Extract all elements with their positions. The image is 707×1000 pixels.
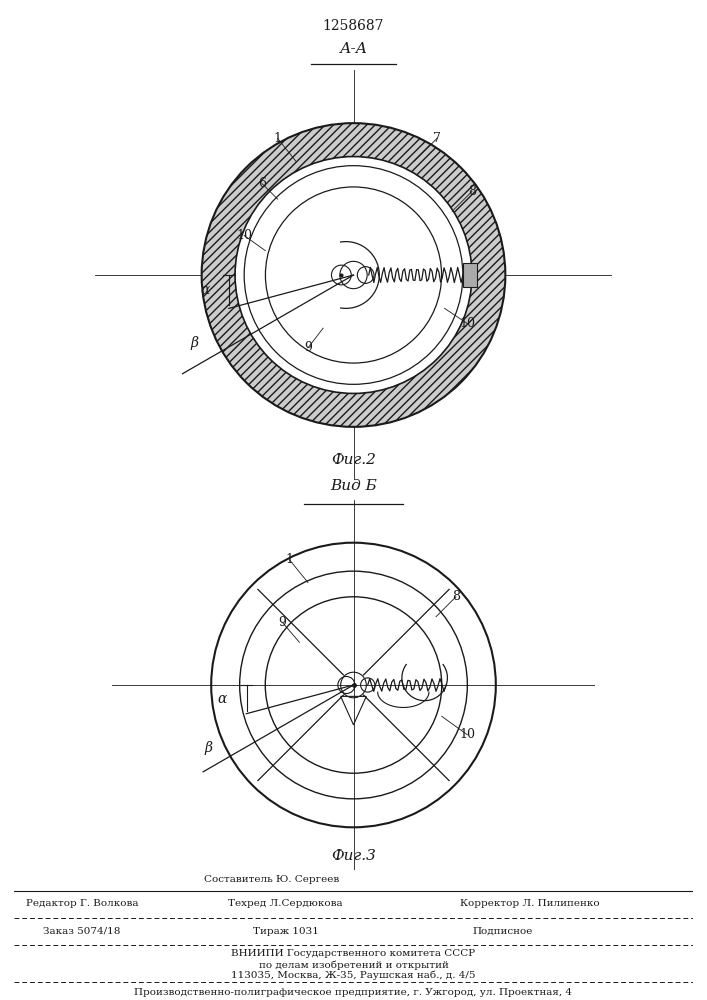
Text: Редактор Г. Волкова: Редактор Г. Волкова (25, 899, 139, 908)
Text: α: α (218, 692, 227, 706)
Text: 10: 10 (460, 317, 475, 330)
Text: по делам изобретений и открытий: по делам изобретений и открытий (259, 960, 448, 970)
Text: Производственно-полиграфическое предприятие, г. Ужгород, ул. Проектная, 4: Производственно-полиграфическое предприя… (134, 988, 573, 997)
Text: Вид Б: Вид Б (330, 479, 377, 493)
Text: 8: 8 (468, 185, 476, 198)
Text: Подписное: Подписное (473, 927, 533, 936)
Text: Фиг.3: Фиг.3 (331, 849, 376, 863)
Text: 113035, Москва, Ж-35, Раушская наб., д. 4/5: 113035, Москва, Ж-35, Раушская наб., д. … (231, 971, 476, 980)
Text: 7: 7 (433, 132, 441, 145)
Text: Заказ 5074/18: Заказ 5074/18 (43, 927, 121, 936)
Text: 1258687: 1258687 (323, 19, 384, 33)
Text: Фиг.2: Фиг.2 (331, 453, 376, 467)
Text: 1: 1 (286, 553, 293, 566)
Text: α: α (200, 283, 209, 297)
Text: 8: 8 (452, 590, 460, 603)
Text: Составитель Ю. Сергеев: Составитель Ю. Сергеев (204, 875, 339, 884)
Text: Корректор Л. Пилипенко: Корректор Л. Пилипенко (460, 899, 600, 908)
Text: Техред Л.Сердюкова: Техред Л.Сердюкова (228, 899, 343, 908)
Bar (463, 263, 477, 287)
Text: 6: 6 (258, 177, 267, 190)
Text: ВНИИПИ Государственного комитета СССР: ВНИИПИ Государственного комитета СССР (231, 949, 476, 958)
Circle shape (235, 157, 472, 393)
Text: 9: 9 (279, 616, 286, 629)
Text: Тираж 1031: Тираж 1031 (252, 927, 319, 936)
Circle shape (201, 123, 506, 427)
Text: 10: 10 (236, 229, 252, 242)
Text: 1: 1 (274, 132, 281, 145)
Text: А-А: А-А (339, 42, 368, 56)
Text: 10: 10 (460, 728, 475, 741)
Text: β: β (190, 336, 198, 350)
Text: β: β (204, 741, 212, 755)
Text: 9: 9 (304, 341, 312, 354)
